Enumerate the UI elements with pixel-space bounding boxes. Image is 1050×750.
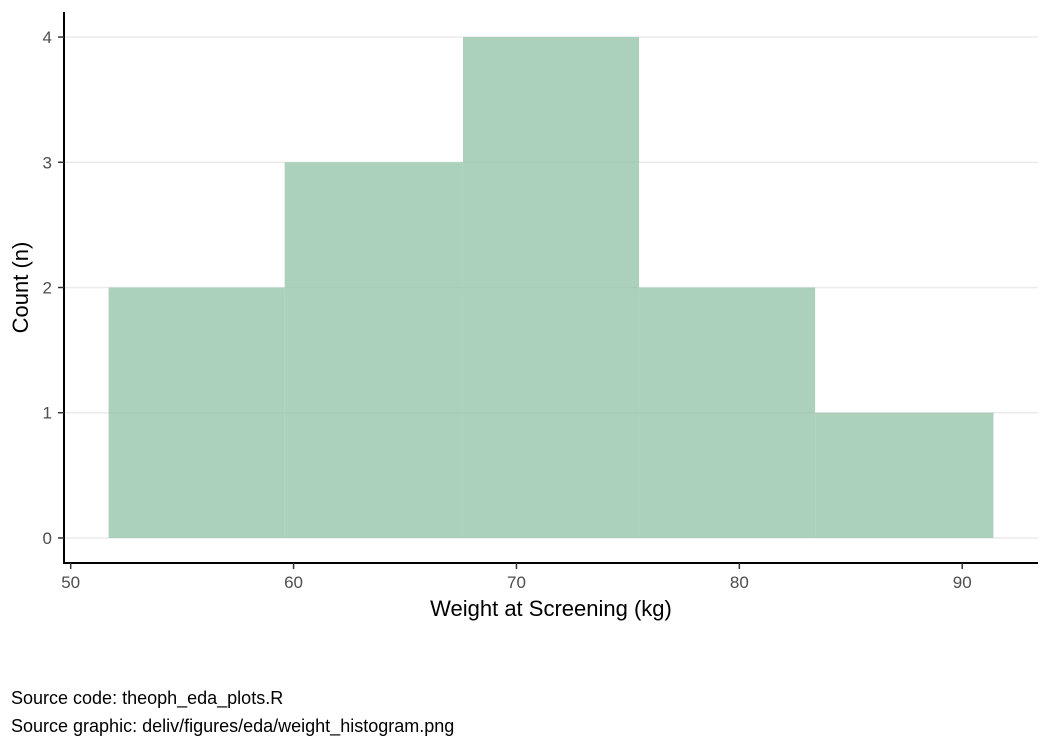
x-axis-ticks: 50 60 70 80 90 bbox=[61, 563, 972, 592]
histogram-bar-1 bbox=[108, 287, 285, 538]
x-tick-label-1: 60 bbox=[284, 573, 303, 592]
y-tick-label-3: 3 bbox=[43, 153, 52, 172]
y-tick-label-4: 4 bbox=[43, 28, 52, 47]
histogram-bar-3 bbox=[462, 37, 640, 538]
x-tick-label-3: 80 bbox=[730, 573, 749, 592]
y-tick-label-0: 0 bbox=[43, 529, 52, 548]
x-tick-label-0: 50 bbox=[61, 573, 80, 592]
y-tick-label-2: 2 bbox=[43, 279, 52, 298]
y-axis-ticks: 0 1 2 3 4 bbox=[43, 28, 64, 548]
histogram-chart: 0 1 2 3 4 50 60 70 80 90 Weight at Screening (kg… bbox=[8, 12, 1038, 621]
x-tick-label-2: 70 bbox=[507, 573, 526, 592]
y-tick-label-1: 1 bbox=[43, 404, 52, 423]
x-tick-label-4: 90 bbox=[953, 573, 972, 592]
source-graphic-caption: Source graphic: deliv/figures/eda/weight… bbox=[11, 716, 455, 736]
source-code-caption: Source code: theoph_eda_plots.R bbox=[11, 688, 284, 708]
histogram-bar-4 bbox=[639, 287, 816, 538]
histogram-bar-2 bbox=[284, 162, 463, 538]
histogram-bars bbox=[108, 37, 994, 538]
histogram-bar-5 bbox=[815, 412, 994, 538]
x-axis-title: Weight at Screening (kg) bbox=[430, 596, 672, 621]
y-axis-title: Count (n) bbox=[8, 242, 33, 334]
